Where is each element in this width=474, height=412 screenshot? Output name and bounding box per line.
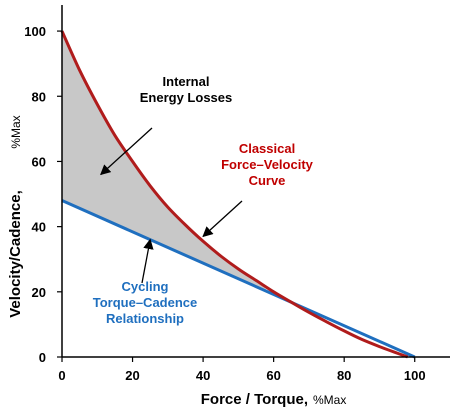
annotation-line: Torque–Cadence xyxy=(93,295,198,310)
y-tick-label: 20 xyxy=(32,285,46,300)
x-tick-label: 80 xyxy=(337,368,351,383)
annotation-arrow xyxy=(100,127,153,176)
energy-loss-region xyxy=(62,31,271,293)
annotation-arrow xyxy=(202,200,243,238)
y-tick-label: 0 xyxy=(39,350,46,365)
annotation-line: Force–Velocity xyxy=(221,157,314,172)
x-tick-label: 100 xyxy=(404,368,426,383)
annotation-arrow xyxy=(141,238,154,284)
y-tick-label: 100 xyxy=(24,24,46,39)
x-axis-unit: %Max xyxy=(313,393,346,407)
y-axis-title-group: Velocity/Cadence, xyxy=(7,190,24,318)
ticks: 0 20 40 60 80 100 0 20 40 60 80 100 xyxy=(24,24,425,383)
annotation-line: Relationship xyxy=(106,311,184,326)
axes xyxy=(61,5,450,358)
y-tick-label: 80 xyxy=(32,89,46,104)
y-tick-label: 60 xyxy=(32,154,46,169)
annotation-line: Classical xyxy=(239,141,295,156)
y-tick-label: 40 xyxy=(32,220,46,235)
annotation-line: Curve xyxy=(249,173,286,188)
y-axis-unit: %Max xyxy=(9,115,23,148)
x-tick-label: 40 xyxy=(196,368,210,383)
series-line-torque-cadence xyxy=(61,199,416,359)
x-tick-label: 20 xyxy=(125,368,139,383)
plot-area xyxy=(60,30,416,359)
series-line-force-velocity xyxy=(60,30,409,359)
annotation-line: Energy Losses xyxy=(140,90,233,105)
x-tick-label: 60 xyxy=(266,368,280,383)
annotation-line: Cycling xyxy=(122,279,169,294)
annotation-line: Internal xyxy=(163,74,210,89)
x-tick-label: 0 xyxy=(58,368,65,383)
x-axis-title: Force / Torque, xyxy=(201,391,308,408)
y-axis-title: Velocity/Cadence, xyxy=(7,190,24,318)
y-axis-unit-group: %Max xyxy=(9,115,23,148)
